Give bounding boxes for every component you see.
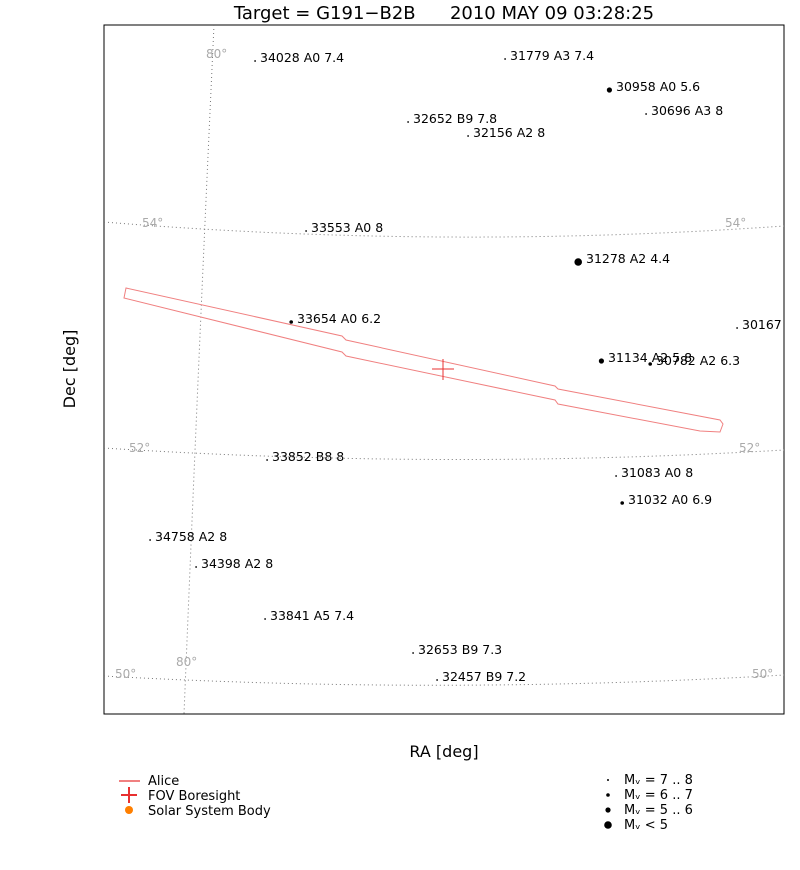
star-30782-dot — [648, 362, 652, 366]
star-33553-label: 33553 A0 8 — [311, 220, 383, 235]
star-33654-label: 33654 A0 6.2 — [297, 311, 381, 326]
star-32457-dot — [436, 679, 438, 681]
star-31278-dot — [574, 258, 582, 266]
star-32652-label: 32652 B9 7.8 — [413, 111, 497, 126]
star-34028-dot — [254, 60, 256, 62]
star-30696-label: 30696 A3 8 — [651, 103, 723, 118]
star-31134-label: 31134 A2 5.8 — [608, 350, 692, 365]
star-labels: 34028 A0 7.4 31779 A3 7.4 30958 A0 5.6 3… — [155, 48, 782, 684]
legend-mag-7-8-label: Mᵥ = 7 .. 8 — [624, 773, 693, 788]
grid-label-dec-52-right: 52° — [739, 441, 760, 455]
grid-label-dec-54-left: 54° — [142, 216, 163, 230]
legend-mag-7-8-dot — [607, 779, 609, 781]
grid-line-dec-54 — [103, 221, 785, 238]
star-34758-label: 34758 A2 8 — [155, 529, 227, 544]
grid-line-dec-52 — [103, 447, 785, 461]
star-30167-label: 30167 — [742, 317, 782, 332]
legend-alice-label: Alice — [148, 774, 179, 789]
star-31779-dot — [504, 58, 506, 60]
star-32457-label: 32457 B9 7.2 — [442, 669, 526, 684]
grid-label-dec-50-right: 50° — [752, 667, 773, 681]
legend-boresight-label: FOV Boresight — [148, 789, 240, 804]
legend-mag-5-6-label: Mᵥ = 5 .. 6 — [624, 803, 693, 818]
plot-frame — [103, 24, 785, 715]
legend-instruments: Alice FOV Boresight Solar System Body — [119, 774, 271, 819]
star-33841-label: 33841 A5 7.4 — [270, 608, 354, 623]
star-31134-dot — [598, 358, 605, 364]
star-32653-dot — [412, 652, 414, 654]
star-30696-dot — [645, 113, 647, 115]
legend-mag-5-6-dot — [605, 807, 611, 813]
star-32652-dot — [407, 121, 409, 123]
legend-boresight-plus-icon — [121, 787, 137, 803]
star-34398-dot — [195, 566, 198, 568]
legend-solar-body-label: Solar System Body — [148, 804, 271, 819]
star-33852-label: 33852 B8 8 — [272, 449, 344, 464]
star-31083-label: 31083 A0 8 — [621, 465, 693, 480]
grid-label-dec-52-left: 52° — [129, 441, 150, 455]
star-33852-dot — [266, 459, 268, 461]
star-30167-dot — [736, 327, 738, 329]
star-31278-label: 31278 A2 4.4 — [586, 251, 670, 266]
alice-slit-outline — [123, 287, 724, 433]
legend-solar-body-dot-icon — [125, 806, 133, 814]
star-33841-dot — [264, 618, 266, 620]
legend-magnitudes: Mᵥ = 7 .. 8 Mᵥ = 6 .. 7 Mᵥ = 5 .. 6 Mᵥ <… — [604, 773, 693, 833]
star-34028-label: 34028 A0 7.4 — [260, 50, 344, 65]
star-32156-label: 32156 A2 8 — [473, 125, 545, 140]
legend-mag-6-7-label: Mᵥ = 6 .. 7 — [624, 788, 693, 803]
grid-label-ra-top: 80° — [206, 47, 227, 61]
star-32653-label: 32653 B9 7.3 — [418, 642, 502, 657]
grid-label-dec-50-left: 50° — [115, 667, 136, 681]
x-axis-label: RA [deg] — [409, 742, 478, 761]
grid-label-dec-54-right: 54° — [725, 216, 746, 230]
grid-label-ra-bottom: 80° — [176, 655, 197, 669]
star-31032-dot — [620, 501, 624, 505]
star-31779-label: 31779 A3 7.4 — [510, 48, 594, 63]
star-32156-dot — [467, 135, 469, 137]
star-31083-dot — [615, 475, 617, 477]
star-30958-label: 30958 A0 5.6 — [616, 79, 700, 94]
grid-line-ra-80 — [183, 24, 215, 715]
legend-mag-6-7-dot — [606, 793, 610, 797]
legend-mag-lt-5-label: Mᵥ < 5 — [624, 818, 668, 833]
star-34398-label: 34398 A2 8 — [201, 556, 273, 571]
fov-boresight-marker — [432, 359, 454, 380]
y-axis-label: Dec [deg] — [60, 330, 79, 409]
star-30958-dot — [606, 87, 613, 93]
coordinate-grid: 80° 80° 54° 54° 52° 52° 50° 50° — [103, 24, 785, 715]
star-33654-dot — [289, 320, 294, 324]
chart-title: Target = G191−B2B 2010 MAY 09 03:28:25 — [233, 3, 654, 24]
star-34758-dot — [149, 539, 152, 541]
grid-line-dec-50 — [103, 674, 785, 686]
star-30782-label: 30782 A2 6.3 — [656, 353, 740, 368]
legend-mag-lt-5-dot — [604, 821, 612, 829]
star-markers — [149, 58, 738, 681]
star-33553-dot — [305, 230, 307, 232]
star-31032-label: 31032 A0 6.9 — [628, 492, 712, 507]
